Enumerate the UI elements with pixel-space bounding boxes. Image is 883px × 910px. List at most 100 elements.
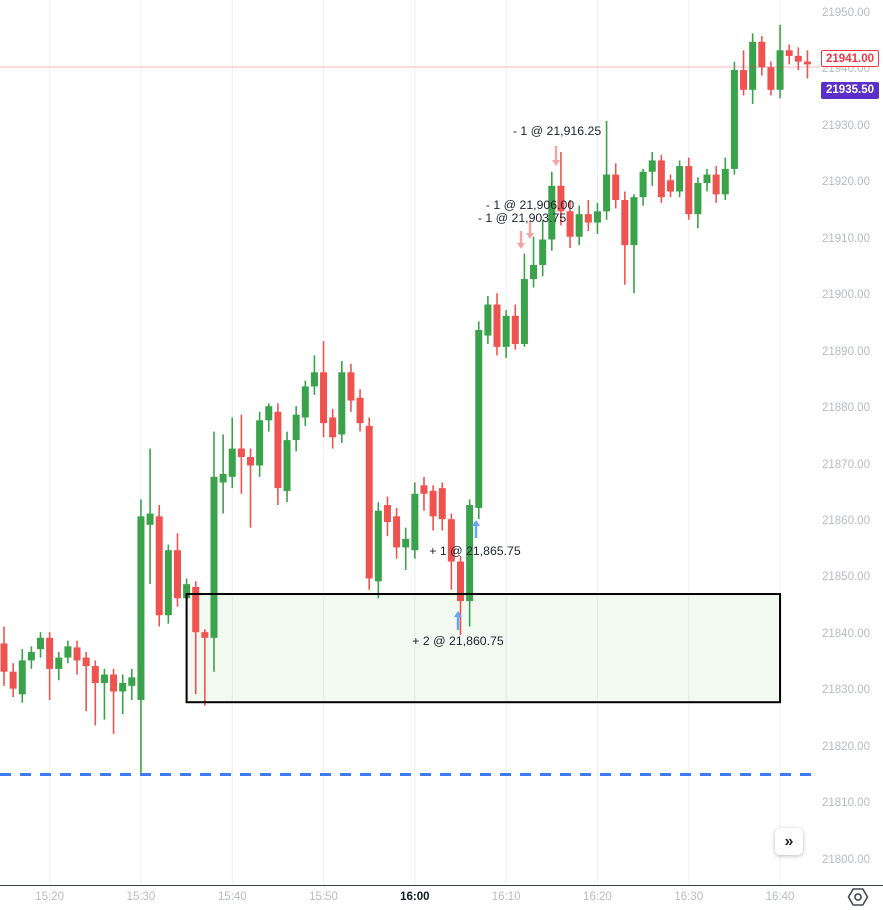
candle-body xyxy=(301,386,309,418)
trade-annotation-label: - 1 @ 21,903.75 xyxy=(478,211,567,225)
candle-body xyxy=(393,516,401,548)
candle-body xyxy=(274,411,282,489)
candle-body xyxy=(292,414,300,441)
sell-arrow-head xyxy=(552,160,560,166)
candle-body xyxy=(91,666,99,684)
candle-body xyxy=(520,279,528,345)
gear-circle xyxy=(854,893,862,901)
candle-body xyxy=(27,651,35,661)
candle-body xyxy=(420,485,428,494)
gear-hexagon xyxy=(847,888,869,906)
price-axis-label: 21810.00 xyxy=(822,797,870,810)
candle-body xyxy=(767,67,775,90)
time-axis-label: 16:30 xyxy=(674,891,704,903)
candle-body xyxy=(530,264,538,280)
candle-body xyxy=(374,510,382,582)
candle-body xyxy=(228,448,236,477)
time-axis-label: 15:20 xyxy=(35,891,65,903)
candle-body xyxy=(685,166,693,215)
candle-body xyxy=(173,550,181,599)
secondary-price-badge: 21935.50 xyxy=(821,82,879,99)
time-axis-label: 16:10 xyxy=(491,891,521,903)
candle-body xyxy=(82,657,90,667)
candle-body xyxy=(55,657,63,669)
last-price-badge: 21941.00 xyxy=(821,50,879,67)
candle-body xyxy=(73,647,81,661)
candle-body xyxy=(100,674,108,684)
candle-body xyxy=(612,174,620,200)
candle-body xyxy=(721,168,729,195)
candle-body xyxy=(621,199,629,246)
zone-fill xyxy=(186,594,781,703)
candle-body xyxy=(502,315,510,347)
candle-body xyxy=(18,660,26,695)
price-axis-label: 21840.00 xyxy=(822,627,870,640)
candle-body xyxy=(265,406,273,421)
time-axis-label: 16:40 xyxy=(765,891,795,903)
candle-body xyxy=(584,214,592,223)
trade-annotation-label: + 2 @ 21,860.75 xyxy=(412,634,504,648)
candle-body xyxy=(603,174,611,212)
candle-body xyxy=(539,239,547,265)
time-axis-label: 16:00 xyxy=(400,891,430,903)
candle-body xyxy=(201,632,209,638)
candle-body xyxy=(320,372,328,424)
candle-body xyxy=(183,584,191,599)
candle-body xyxy=(575,214,583,237)
time-axis-label: 15:40 xyxy=(217,891,247,903)
candle-body xyxy=(210,476,218,638)
sell-arrow-head xyxy=(517,243,525,249)
candle-body xyxy=(0,643,8,672)
candle-body xyxy=(383,505,391,522)
candle-body xyxy=(110,674,118,692)
candle-body xyxy=(694,183,702,215)
trade-annotation-label: - 1 @ 21,916.25 xyxy=(513,124,602,138)
candle-body xyxy=(429,490,437,517)
candle-body xyxy=(347,372,355,401)
candle-body xyxy=(712,174,720,195)
candle-body xyxy=(247,457,255,466)
candle-body xyxy=(338,372,346,435)
expand-chevron-right-button[interactable]: » xyxy=(775,828,803,855)
candle-body xyxy=(64,646,72,658)
candle-body xyxy=(438,488,446,520)
candle-body xyxy=(676,166,684,192)
price-axis-label: 21830.00 xyxy=(822,684,870,697)
candle-body xyxy=(128,677,136,686)
time-axis-label: 15:30 xyxy=(126,891,156,903)
candle-body xyxy=(37,637,45,650)
time-axis-separator xyxy=(0,885,883,886)
candle-body xyxy=(548,185,556,240)
candle-body xyxy=(749,41,757,90)
price-axis-label: 21920.00 xyxy=(822,176,870,189)
price-axis-label: 21950.00 xyxy=(822,6,870,19)
candle-body xyxy=(146,513,154,525)
candlestick-plot-area[interactable]: - 1 @ 21,916.25 - 1 @ 21,906.00- 1 @ 21,9… xyxy=(0,0,883,885)
price-axis-label: 21930.00 xyxy=(822,119,870,132)
price-scale-settings-gear-icon[interactable] xyxy=(846,886,870,908)
candle-body xyxy=(219,473,227,483)
candle-body xyxy=(466,505,474,602)
candle-body xyxy=(666,180,674,192)
candle-body xyxy=(657,160,665,198)
sell-arrow-head xyxy=(526,233,534,239)
candle-body xyxy=(137,516,145,700)
candle-body xyxy=(740,70,748,90)
candle-body xyxy=(192,586,200,633)
buy-arrow-head xyxy=(454,611,462,617)
candle-body xyxy=(457,561,464,602)
candle-body xyxy=(310,372,318,387)
time-axis-label: 16:20 xyxy=(583,891,612,903)
candle-body xyxy=(9,671,17,689)
price-axis-label: 21880.00 xyxy=(822,402,870,414)
candle-body xyxy=(164,550,172,616)
candle-body xyxy=(155,516,163,616)
price-axis-label: 21820.00 xyxy=(822,740,870,753)
candle-body xyxy=(703,174,711,184)
candle-body xyxy=(511,315,519,345)
candle-body xyxy=(785,50,793,56)
trade-annotation-label: - 1 @ 21,906.00 xyxy=(486,198,575,212)
candle-body xyxy=(593,211,601,223)
price-axis-label: 21850.00 xyxy=(822,571,870,584)
